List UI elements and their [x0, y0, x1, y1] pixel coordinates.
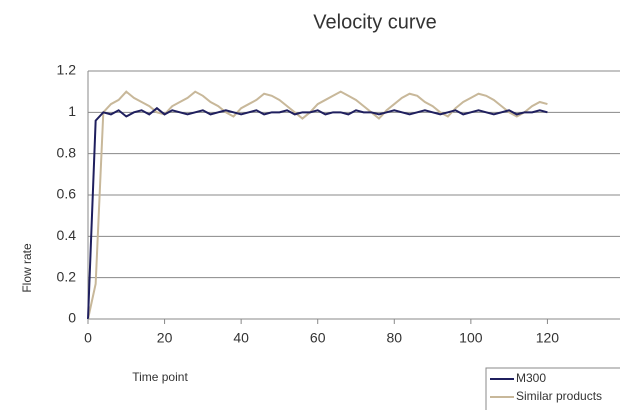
y-tick-label: 1: [68, 103, 76, 119]
y-tick-label: 1.2: [57, 62, 77, 78]
y-tick-label: 0.8: [57, 144, 77, 160]
x-tick-label: 40: [233, 330, 249, 346]
legend-box: [485, 367, 620, 410]
line-series: [87, 106, 548, 320]
y-tick-label: 0.4: [57, 227, 77, 243]
x-tick-label: 120: [536, 330, 560, 346]
legend-label: Similar products: [516, 389, 602, 403]
x-tick-label: 60: [310, 330, 326, 346]
y-tick-label: 0.2: [57, 268, 77, 284]
x-tick-label: 0: [84, 330, 92, 346]
x-tick-label: 80: [386, 330, 402, 346]
line-series: [87, 90, 548, 320]
chart-title: Velocity curve: [313, 11, 436, 33]
y-axis-label: Flow rate: [20, 243, 34, 293]
y-tick-label: 0.6: [57, 186, 77, 202]
x-tick-label: 20: [157, 330, 173, 346]
y-tick-label: 0: [68, 310, 76, 326]
x-tick-label: 100: [459, 330, 483, 346]
x-axis-label: Time point: [132, 370, 188, 384]
legend-label: M300: [516, 371, 546, 385]
